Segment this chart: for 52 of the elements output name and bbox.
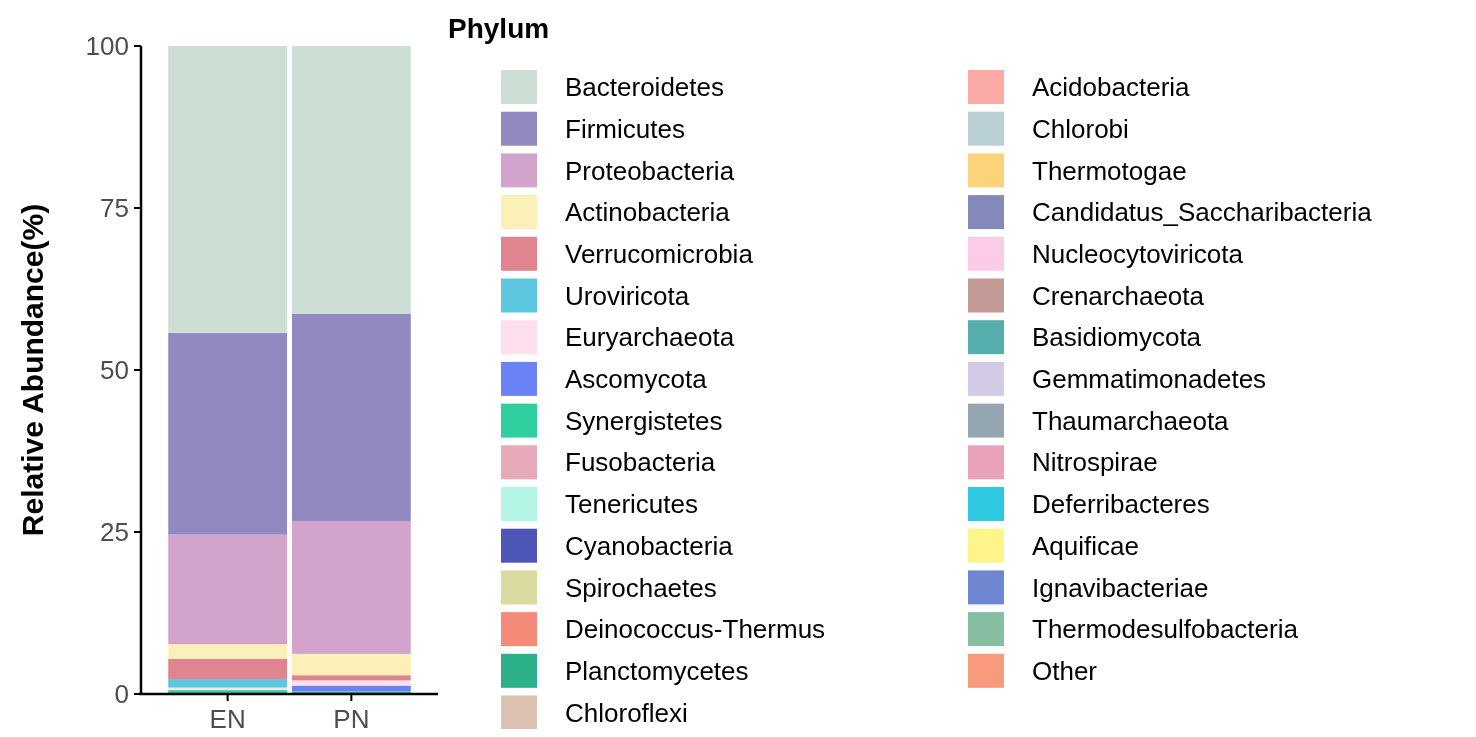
legend-label: Nitrospirae bbox=[1032, 447, 1158, 478]
legend-label: Bacteroidetes bbox=[565, 72, 724, 103]
x-tick-label: PN bbox=[333, 704, 370, 734]
x-tick-label: EN bbox=[209, 704, 246, 734]
legend-label: Basidiomycota bbox=[1032, 322, 1202, 353]
bar bbox=[291, 680, 411, 686]
legend-label: Gemmatimonadetes bbox=[1032, 364, 1267, 394]
legend-title: Phylum bbox=[448, 13, 550, 44]
legend-label: Spirochaetes bbox=[565, 572, 717, 603]
legend-label: Verrucomicrobia bbox=[565, 238, 754, 269]
legend-label: Chloroflexi bbox=[565, 697, 688, 728]
bar bbox=[168, 679, 288, 688]
bar bbox=[168, 659, 288, 680]
legend-label: Tenericutes bbox=[565, 489, 698, 520]
legend-label: Other bbox=[1032, 655, 1098, 686]
legend-label: Nucleocytoviricota bbox=[1032, 238, 1244, 269]
bar bbox=[168, 46, 288, 334]
y-tick-label: 100 bbox=[85, 31, 129, 62]
legend-label: Fusobacteria bbox=[565, 447, 716, 478]
legend-label: Acidobacteria bbox=[1032, 72, 1191, 103]
legend-label: Thaumarchaeota bbox=[1032, 405, 1230, 436]
bar bbox=[291, 675, 411, 681]
legend-label: Cyanobacteria bbox=[565, 530, 734, 561]
y-tick-label: 0 bbox=[114, 679, 129, 710]
y-tick-label: 50 bbox=[100, 355, 129, 386]
bar bbox=[291, 653, 411, 676]
legend-label: Planctomycetes bbox=[565, 655, 749, 686]
legend-label: Chlorobi bbox=[1032, 113, 1129, 144]
bar bbox=[168, 534, 288, 645]
legend-label: Aquificae bbox=[1032, 530, 1139, 561]
legend-label: Synergistetes bbox=[565, 405, 723, 436]
legend-label: Crenarchaeota bbox=[1032, 280, 1205, 311]
y-axis-title: Relative Abundance(%) bbox=[16, 203, 49, 537]
legend-label: Deinococcus-Thermus bbox=[565, 614, 826, 645]
bar bbox=[291, 520, 411, 654]
legend-label: Euryarchaeota bbox=[565, 322, 735, 353]
legend-label: Ascomycota bbox=[565, 364, 708, 394]
legend-label: Deferribacteres bbox=[1032, 489, 1210, 520]
legend-label: Proteobacteria bbox=[565, 155, 735, 186]
legend-label: Uroviricota bbox=[565, 280, 690, 311]
legend-label: Thermotogae bbox=[1032, 155, 1187, 186]
legend-label: Firmicutes bbox=[565, 113, 685, 144]
bar bbox=[168, 333, 288, 535]
bar bbox=[291, 46, 411, 314]
legend-label: Ignavibacteriae bbox=[1032, 572, 1209, 603]
y-tick-label: 75 bbox=[100, 193, 129, 224]
legend-label: Actinobacteria bbox=[565, 197, 731, 228]
legend-label: Thermodesulfobacteria bbox=[1032, 614, 1299, 645]
legend-label: Candidatus_Saccharibacteria bbox=[1032, 197, 1373, 228]
bar bbox=[291, 313, 411, 521]
y-tick-label: 25 bbox=[100, 517, 129, 548]
bar bbox=[168, 644, 288, 660]
